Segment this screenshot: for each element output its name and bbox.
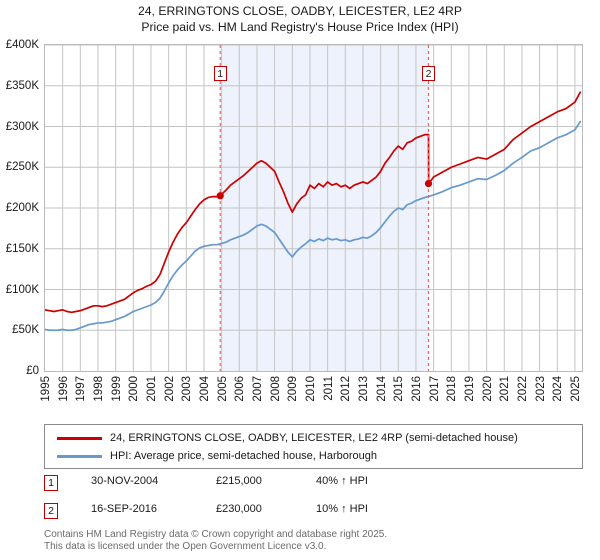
- legend-label-hpi: HPI: Average price, semi-detached house,…: [110, 450, 378, 462]
- chart-marker-1[interactable]: 1: [213, 66, 227, 81]
- x-axis-tick: 1996: [57, 376, 70, 402]
- x-axis-tick: 2015: [393, 376, 406, 402]
- x-axis-tick: 2010: [304, 376, 317, 402]
- y-axis-tick: £250K: [5, 161, 39, 174]
- legend-label-property: 24, ERRINGTONS CLOSE, OADBY, LEICESTER, …: [110, 432, 518, 444]
- footer-line-2: This data is licensed under the Open Gov…: [44, 540, 327, 552]
- x-axis-tick: 2005: [216, 376, 229, 402]
- x-axis-tick: 1999: [110, 376, 123, 402]
- y-axis-tick: £400K: [5, 39, 39, 51]
- x-axis-tick: 2008: [269, 376, 282, 402]
- transaction-marker-1[interactable]: 1: [44, 475, 58, 491]
- x-axis-tick: 2003: [181, 376, 194, 402]
- title-line-1: 24, ERRINGTONS CLOSE, OADBY, LEICESTER, …: [138, 4, 462, 18]
- title-line-2: Price paid vs. HM Land Registry's House …: [141, 20, 459, 34]
- chart-legend: 24, ERRINGTONS CLOSE, OADBY, LEICESTER, …: [44, 424, 583, 469]
- x-axis-tick: 2006: [234, 376, 247, 402]
- legend-swatch-property-icon: [57, 436, 102, 440]
- x-axis-tick: 2021: [499, 376, 512, 402]
- x-axis-tick: 2018: [446, 376, 459, 402]
- x-axis-tick: 2017: [428, 376, 441, 402]
- y-axis-tick: £350K: [5, 79, 39, 92]
- y-axis-tick: £100K: [5, 283, 39, 296]
- x-axis-tick: 2012: [340, 376, 353, 402]
- legend-swatch-hpi-icon: [57, 454, 102, 458]
- x-axis-tick: 2002: [163, 376, 176, 402]
- x-axis-tick: 1995: [40, 376, 52, 402]
- price-line-chart: [45, 45, 582, 371]
- legend-item-hpi: HPI: Average price, semi-detached house,…: [45, 448, 377, 464]
- x-axis-tick: 2001: [145, 376, 158, 402]
- x-axis-tick: 2023: [534, 376, 547, 402]
- y-axis-labels: £0 £50K £100K £150K £200K £250K £300K £350K £400…: [0, 0, 42, 420]
- x-axis-tick: 1998: [92, 376, 105, 402]
- transaction-hpi-delta: 10% ↑ HPI: [316, 503, 368, 515]
- page-title: 24, ERRINGTONS CLOSE, OADBY, LEICESTER, …: [0, 3, 600, 35]
- transaction-date: 16-SEP-2016: [91, 503, 158, 515]
- footer-attribution: Contains HM Land Registry data © Crown c…: [44, 529, 564, 552]
- x-axis-tick: 2016: [410, 376, 423, 402]
- y-axis-tick: £50K: [12, 324, 39, 337]
- x-axis-tick: 2000: [128, 376, 141, 402]
- x-axis-tick: 2013: [357, 376, 370, 402]
- x-axis-tick: 2009: [287, 376, 300, 402]
- transaction-hpi-delta: 40% ↑ HPI: [316, 475, 368, 487]
- transaction-price: £230,000: [216, 503, 262, 515]
- chart-area: 1 2: [44, 44, 583, 372]
- transaction-marker-2[interactable]: 2: [44, 503, 58, 519]
- x-axis-tick: 2019: [463, 376, 476, 402]
- x-axis-tick: 2022: [516, 376, 529, 402]
- y-axis-tick: £150K: [5, 242, 39, 255]
- x-axis-tick: 2024: [552, 376, 565, 402]
- y-axis-tick: £0: [26, 365, 39, 377]
- y-axis-tick: £200K: [5, 202, 39, 214]
- x-axis-tick: 2025: [569, 376, 582, 402]
- x-axis-tick: 2014: [375, 376, 388, 402]
- x-axis-tick: 2011: [322, 376, 335, 401]
- chart-marker-2[interactable]: 2: [421, 66, 435, 81]
- x-axis-tick: 2004: [198, 376, 211, 402]
- transaction-price: £215,000: [216, 475, 262, 487]
- plot-frame: [44, 44, 583, 372]
- transaction-date: 30-NOV-2004: [91, 475, 159, 487]
- x-axis-tick: 2007: [251, 376, 264, 402]
- y-axis-tick: £300K: [5, 120, 39, 133]
- legend-item-property: 24, ERRINGTONS CLOSE, OADBY, LEICESTER, …: [45, 430, 518, 446]
- x-axis-tick: 1997: [75, 376, 88, 402]
- x-axis-tick: 2020: [481, 376, 494, 402]
- footer-line-1: Contains HM Land Registry data © Crown c…: [44, 529, 388, 540]
